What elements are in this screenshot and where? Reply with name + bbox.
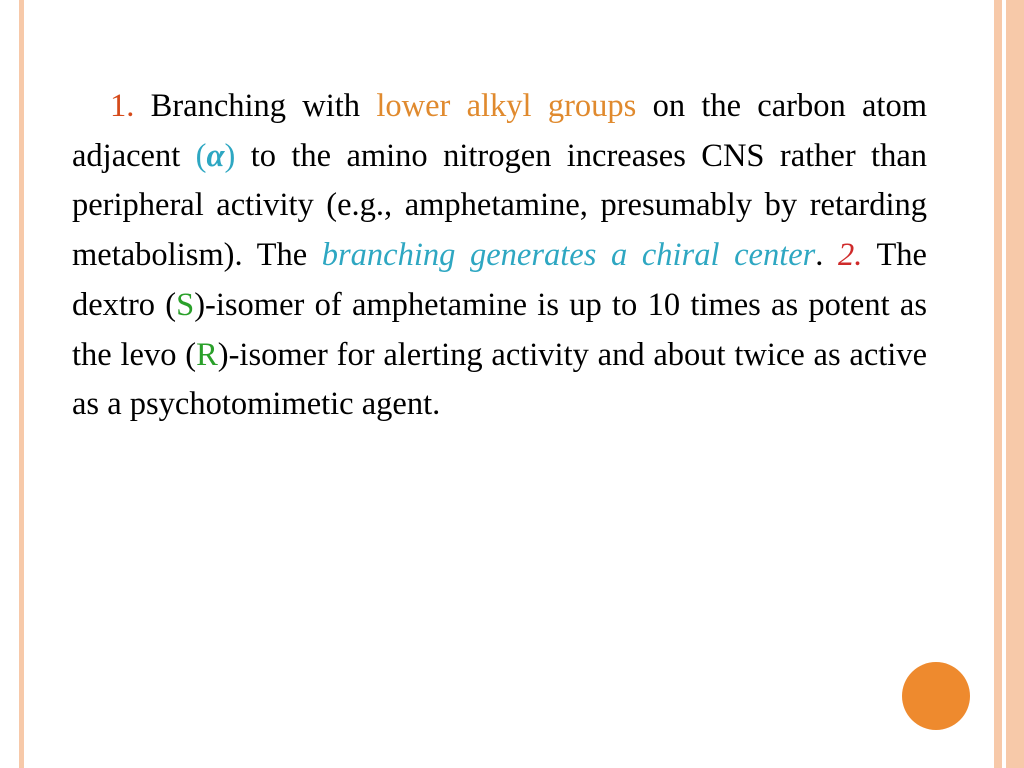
decorative-circle-icon <box>902 662 970 730</box>
list-number-1: 1. <box>110 88 134 124</box>
alpha-paren-open: ( <box>196 138 207 174</box>
slide-content: 1. Branching with lower alkyl groups on … <box>72 82 927 430</box>
right-border-stripe-outer <box>1006 0 1024 768</box>
right-border-stripe-inner <box>994 0 1002 768</box>
text-seg-1a: Branching with <box>134 88 376 124</box>
r-isomer-letter: R <box>196 337 218 373</box>
alpha-symbol: α <box>206 138 224 174</box>
period-1: . <box>815 237 838 273</box>
alpha-paren-close: ) <box>224 138 235 174</box>
highlight-lower-alkyl: lower alkyl groups <box>376 88 636 124</box>
s-isomer-letter: S <box>176 287 194 323</box>
left-border-stripe <box>19 0 24 768</box>
body-paragraph: 1. Branching with lower alkyl groups on … <box>72 82 927 430</box>
highlight-chiral-center: branching generates a chiral center <box>322 237 816 273</box>
list-number-2: 2. <box>838 237 862 273</box>
